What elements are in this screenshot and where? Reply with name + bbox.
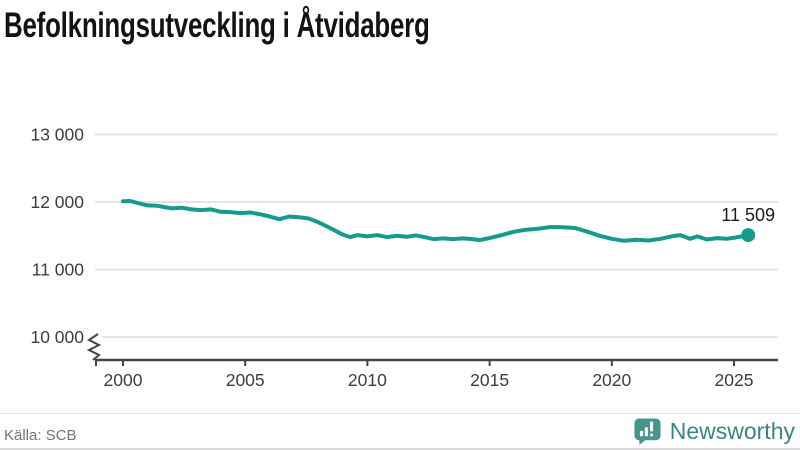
y-axis-tick-label: 12 000 <box>30 192 84 212</box>
card-bottom-edge <box>0 448 800 450</box>
newsworthy-logo: Newsworthy <box>633 415 795 447</box>
x-axis-tick-label: 2015 <box>470 370 509 390</box>
x-axis-tick-label: 2020 <box>592 370 631 390</box>
footer-divider <box>0 413 800 414</box>
y-axis-tick-label: 13 000 <box>30 125 84 145</box>
x-axis-tick-label: 2000 <box>104 370 143 390</box>
end-value-label: 11 509 <box>721 205 775 225</box>
population-line <box>121 199 751 243</box>
x-axis-tick-label: 2025 <box>715 370 754 390</box>
newsworthy-wordmark: Newsworthy <box>669 417 795 444</box>
x-axis-tick-label: 2010 <box>348 370 387 390</box>
x-axis-tick-label: 2005 <box>226 370 265 390</box>
end-point-marker <box>741 228 756 243</box>
source-note: Källa: SCB <box>4 427 77 444</box>
newsworthy-speech-bubble-barchart-icon <box>634 417 661 445</box>
y-axis-tick-label: 10 000 <box>30 327 84 347</box>
axis-break-icon <box>86 333 102 361</box>
chart-title: Befolkningsutveckling i Åtvidaberg <box>4 6 430 45</box>
y-axis-tick-label: 11 000 <box>32 260 84 280</box>
